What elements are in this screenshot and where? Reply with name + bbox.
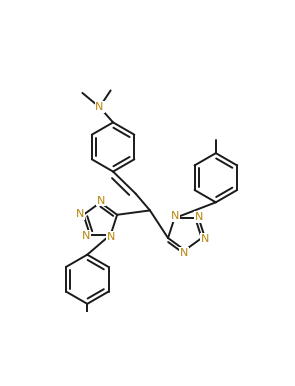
Text: N: N xyxy=(194,212,203,222)
Text: N: N xyxy=(201,234,209,244)
Text: N: N xyxy=(76,209,85,219)
Text: N: N xyxy=(96,196,105,206)
Text: N: N xyxy=(106,232,115,242)
Text: N: N xyxy=(171,211,179,221)
Text: N: N xyxy=(95,102,104,112)
Text: N: N xyxy=(180,248,189,258)
Text: N: N xyxy=(82,230,91,240)
